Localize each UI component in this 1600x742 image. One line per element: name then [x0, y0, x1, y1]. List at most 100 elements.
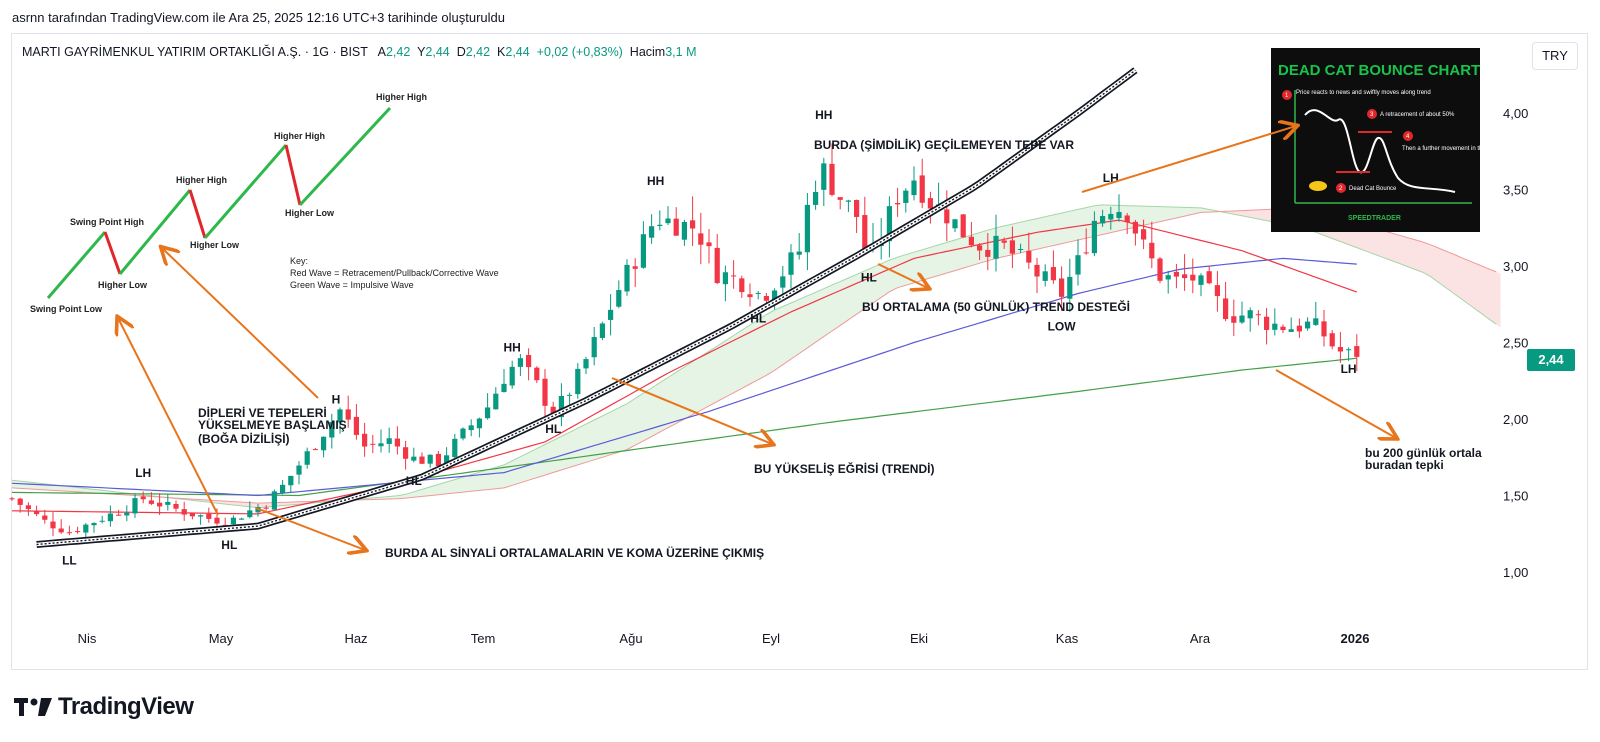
cloud-segment [1467, 259, 1472, 307]
candle-body [1346, 349, 1352, 351]
candle-body [1124, 215, 1130, 222]
candle-body [1182, 274, 1188, 279]
cloud-segment [913, 250, 919, 284]
note-bull-3: (BOĞA DİZİLİŞİ) [198, 431, 290, 446]
cloud-segment [507, 460, 513, 487]
cloud-segment [630, 397, 636, 448]
candle-body [886, 206, 892, 242]
ma50-line [11, 219, 1358, 515]
legend-close-label: K [497, 45, 506, 59]
candle-body [1313, 318, 1319, 325]
candle-body [1173, 271, 1179, 277]
candle-body [165, 501, 171, 505]
wave-label-4: Higher Low [190, 240, 240, 250]
candle-body [813, 192, 819, 205]
y-axis: 1,00 1,50 2,00 2,50 3,00 3,50 4,00 [1503, 106, 1528, 580]
cloud-segment [524, 452, 529, 482]
cloud-segment [1450, 252, 1456, 295]
cloud-segment [1167, 206, 1173, 221]
legend-open-label: A [377, 45, 386, 59]
candle-body [42, 515, 48, 520]
cloud-segment [634, 395, 640, 446]
cloud-segment [462, 475, 468, 493]
candle-body [558, 396, 564, 418]
cloud-segment [942, 242, 948, 275]
arrow-trend [611, 377, 772, 444]
candle-body [796, 251, 802, 255]
candle-body [116, 514, 122, 516]
wave-label-7: Higher High [376, 92, 427, 102]
candle-body [140, 496, 146, 500]
wave-key-2: Green Wave = Impulsive Wave [290, 280, 414, 290]
candle-body [993, 235, 999, 259]
swing-label: H [332, 393, 341, 407]
candle-body [763, 296, 769, 301]
candle-body [1165, 275, 1171, 280]
cloud-segment [766, 311, 771, 376]
cloud-segment [647, 387, 652, 440]
candle-body [148, 500, 154, 504]
currency-button[interactable]: TRY [1532, 42, 1578, 70]
candle-body [780, 276, 786, 288]
wave-key-0: Key: [290, 256, 308, 266]
candle-body [353, 416, 359, 435]
wave-label-6: Higher Low [285, 208, 335, 218]
arrow-buy-signal [255, 507, 365, 550]
cloud-segment [733, 332, 738, 394]
tradingview-logo-text: TradingView [58, 693, 194, 720]
note-ma200-2: buradan tepki [1365, 458, 1444, 472]
cloud-segment [716, 342, 722, 402]
candle-body [501, 383, 507, 393]
cloud-segment [1463, 257, 1468, 304]
cloud-segment [643, 390, 648, 442]
cloud-segment [725, 337, 730, 398]
cloud-span-b [11, 207, 1497, 504]
arrow-inset [1081, 126, 1296, 193]
candle-body [1149, 242, 1155, 259]
swing-label: HH [815, 108, 832, 122]
cloud-segment [28, 481, 33, 490]
candle-body [788, 252, 794, 275]
cloud-segment [565, 431, 570, 470]
note-bull-1: DİPLERİ VE TEPELERİ [198, 405, 327, 420]
candle-body [690, 220, 696, 229]
wave-label-3: Higher High [176, 175, 227, 185]
candle-body [427, 454, 433, 464]
candle-body [657, 224, 663, 227]
tradingview-logo[interactable]: TradingView [14, 693, 194, 721]
candle-body [198, 515, 204, 517]
candle-body [1083, 252, 1089, 254]
candle-body [394, 438, 400, 447]
swing-label: HH [504, 341, 521, 355]
cloud-segment [704, 350, 710, 409]
cloud-segment [721, 340, 726, 400]
cloud-segment [491, 467, 497, 490]
inset-num-4: 4 [1406, 134, 1410, 140]
cloud-segment [1385, 230, 1390, 261]
inset-num-3-bg [1367, 109, 1377, 119]
candle-body [862, 215, 868, 251]
wave-green-1 [46, 231, 107, 299]
candle-body [1239, 315, 1245, 323]
cloud-segment [1418, 240, 1423, 273]
arrows [118, 126, 1396, 550]
cloud-segment [1073, 209, 1079, 242]
cloud-segment [700, 353, 706, 411]
cloud-segment [946, 240, 952, 274]
cloud-segment [466, 474, 472, 492]
candle-body [731, 275, 737, 277]
cloud-segment [442, 481, 447, 495]
cloud-segment [1479, 264, 1485, 316]
symbol-legend[interactable]: MARTI GAYRİMENKUL YATIRIM ORTAKLIĞI A.Ş.… [22, 45, 696, 59]
x-tick-label: Tem [471, 631, 496, 646]
legend-high-label: Y [417, 45, 426, 59]
cloud-segment [1426, 242, 1431, 278]
cloud-segment [639, 392, 644, 444]
cloud-segment [434, 484, 439, 496]
candle-body [157, 502, 163, 507]
cloud-segment [1069, 209, 1075, 243]
cloud-segment [1081, 207, 1087, 240]
cloud-segment [1393, 233, 1399, 264]
